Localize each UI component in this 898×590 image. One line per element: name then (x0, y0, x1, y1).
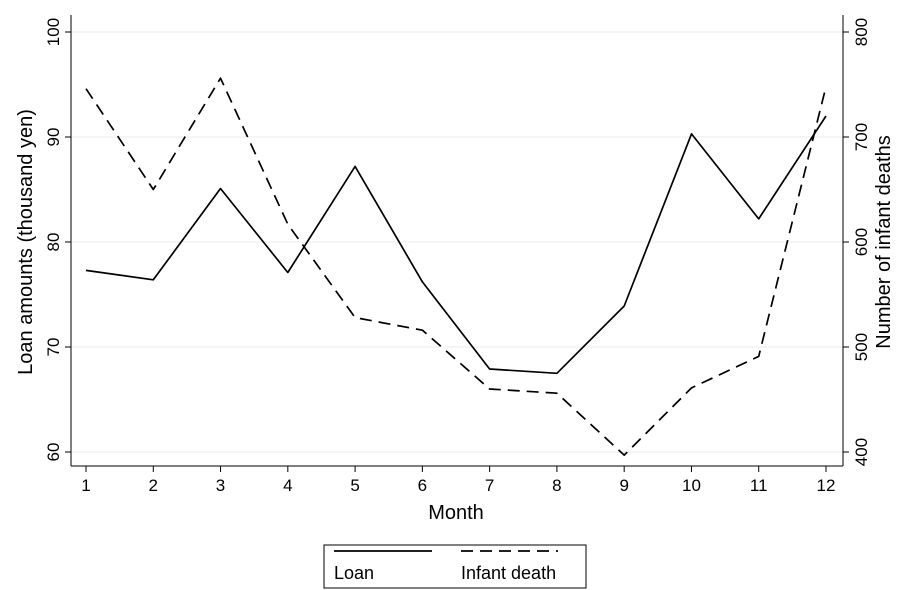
x-tick-label-9: 10 (682, 476, 701, 495)
x-tick-label-11: 12 (817, 476, 836, 495)
axes (65, 15, 849, 472)
x-tick-label-3: 4 (283, 476, 292, 495)
y-left-tick-label-1: 70 (44, 338, 63, 357)
x-tick-label-5: 6 (418, 476, 427, 495)
y-left-tick-label-4: 100 (44, 18, 63, 46)
series-lines (85, 77, 827, 456)
y-right-tick-label-4: 800 (852, 18, 871, 46)
y-right-tick-label-0: 400 (852, 438, 871, 466)
legend: Loan Infant death (323, 544, 587, 589)
y-axis-right-title: Number of infant deaths (873, 135, 895, 348)
legend-label-infant-death: Infant death (461, 563, 556, 583)
y-axis-left-title: Loan amounts (thousand yen) (15, 109, 37, 375)
series-line-loan (85, 115, 827, 375)
y-left-tick-label-2: 80 (44, 233, 63, 252)
x-axis-title: Month (428, 502, 484, 524)
x-tick-label-7: 8 (552, 476, 561, 495)
y-left-tick-label-3: 90 (44, 128, 63, 147)
x-tick-label-0: 1 (81, 476, 90, 495)
y-right-tick-label-2: 600 (852, 228, 871, 256)
series-line-infant-death (85, 77, 827, 456)
x-tick-label-6: 7 (485, 476, 494, 495)
x-tick-label-2: 3 (216, 476, 225, 495)
y-right-tick-label-1: 500 (852, 333, 871, 361)
x-tick-label-4: 5 (350, 476, 359, 495)
y-left-tick-label-0: 60 (44, 443, 63, 462)
x-tick-label-10: 11 (750, 476, 768, 495)
legend-box (323, 544, 587, 589)
x-tick-label-1: 2 (149, 476, 158, 495)
legend-label-loan: Loan (334, 563, 374, 583)
grid-lines (71, 31, 843, 453)
x-tick-label-8: 9 (619, 476, 628, 495)
y-right-tick-label-3: 700 (852, 123, 871, 151)
